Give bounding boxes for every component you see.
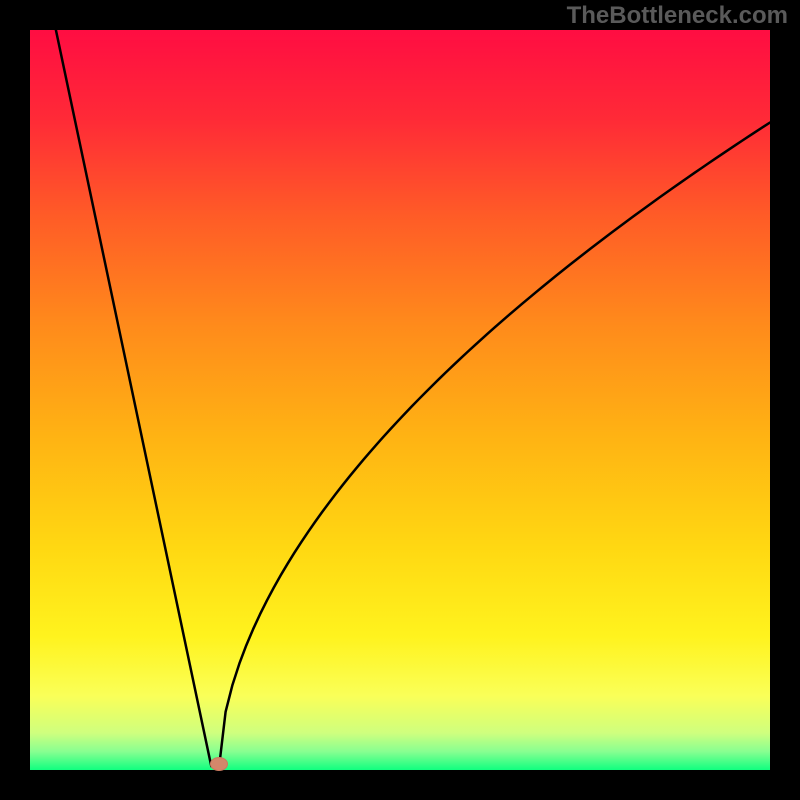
plot-background-gradient xyxy=(30,30,770,770)
plot-area xyxy=(30,30,770,770)
watermark-text: TheBottleneck.com xyxy=(567,2,788,30)
minimum-marker xyxy=(210,757,228,771)
